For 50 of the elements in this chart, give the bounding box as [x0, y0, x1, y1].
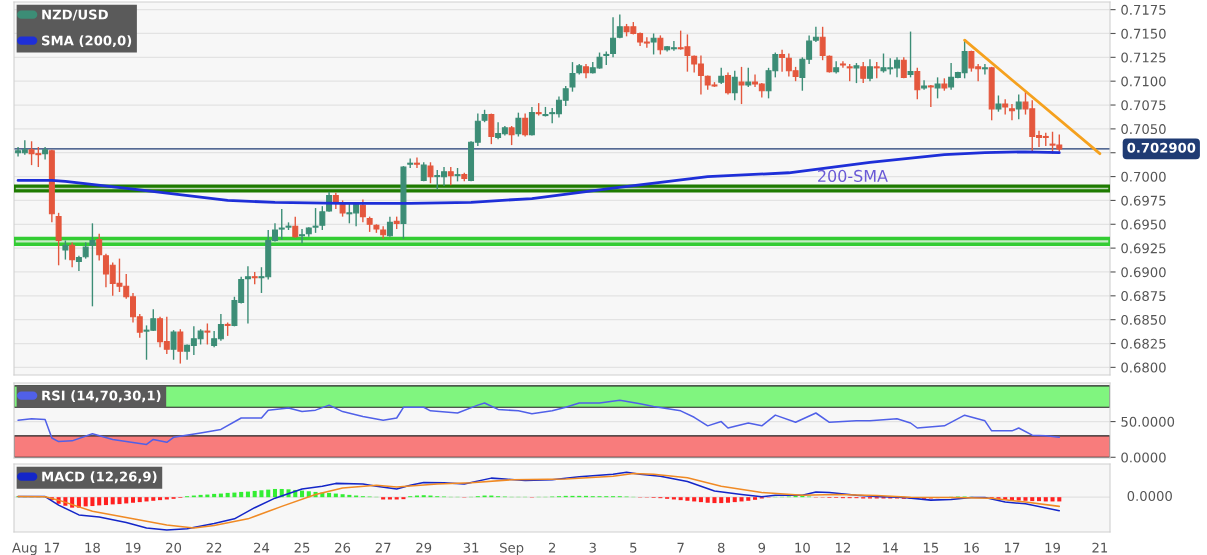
legend-label: MACD (12,26,9)	[42, 471, 157, 484]
y-tick-label: 0.7050	[1121, 124, 1166, 135]
x-tick-label: 18	[85, 542, 100, 553]
y-tick-label: 0.6900	[1121, 267, 1166, 278]
x-tick-label: 27	[375, 542, 391, 553]
legend-label: NZD/USD	[42, 9, 108, 21]
x-tick-label: 21	[1092, 542, 1108, 553]
x-tick-label: 17	[1005, 542, 1020, 553]
x-tick-label: 31	[463, 542, 479, 553]
x-tick-label: 25	[294, 542, 310, 553]
x-tick-label: Aug	[12, 542, 37, 555]
x-tick-label: 5	[630, 542, 637, 553]
x-tick-label: 15	[923, 542, 939, 553]
y-tick-label: 0.7000	[1121, 171, 1166, 182]
x-tick-label: 29	[416, 542, 432, 553]
x-tick-label: 26	[335, 542, 351, 553]
x-tick-label: 7	[677, 542, 684, 553]
x-tick-label: 3	[589, 542, 596, 553]
y-tick-label: 0.6875	[1121, 291, 1166, 302]
legend-label: SMA (200,0)	[41, 35, 132, 48]
x-tick-label: 17	[44, 542, 60, 553]
legend-label: RSI (14,70,30,1)	[42, 390, 161, 403]
y-tick-label: 0.7175	[1121, 4, 1166, 15]
x-tick-label: 14	[883, 542, 898, 553]
y-tick-label: 0.6825	[1121, 338, 1166, 349]
x-tick-label: 20	[166, 542, 182, 553]
y-tick-label: 0.6975	[1121, 195, 1166, 206]
y-tick-label: 0.7125	[1121, 52, 1166, 63]
x-tick-label: 24	[254, 542, 270, 553]
y-tick-label: 0.7100	[1121, 76, 1166, 87]
x-tick-label: 9	[758, 542, 766, 553]
y-tick-label: 0.6950	[1121, 219, 1166, 230]
x-tick-label: 2	[548, 542, 556, 553]
y-tick-label: 0.0000	[1121, 452, 1166, 463]
y-tick-label: 0.7150	[1121, 28, 1166, 39]
x-tick-label: 8	[717, 542, 725, 553]
y-tick-label: 0.6925	[1121, 243, 1166, 254]
ref-line-label: 0.702900	[1127, 142, 1196, 153]
x-tick-label: 12	[835, 542, 850, 553]
y-tick-label: 0.7075	[1121, 100, 1166, 111]
x-tick-label: 16	[964, 542, 979, 553]
x-tick-label: 22	[206, 542, 222, 553]
y-tick-label: 0.6850	[1121, 314, 1166, 325]
y-tick-label: 50.0000	[1121, 416, 1175, 427]
x-tick-label: 19	[126, 542, 141, 553]
annotation: 200-SMA	[818, 169, 888, 182]
x-tick-label: 19	[1045, 542, 1060, 553]
x-tick-label: Sep	[500, 542, 524, 555]
x-tick-label: 10	[795, 542, 810, 553]
y-tick-label: 0.6800	[1121, 362, 1166, 373]
